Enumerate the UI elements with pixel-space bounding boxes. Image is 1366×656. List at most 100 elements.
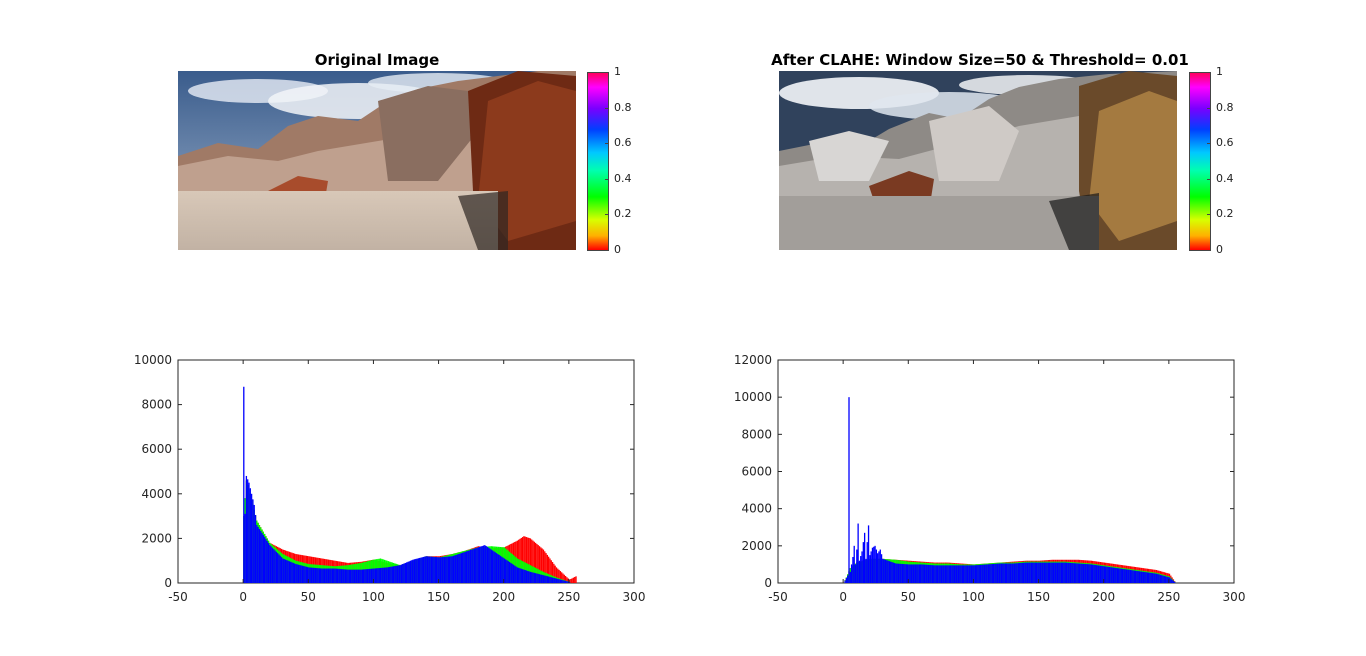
plot-area: [777, 359, 1235, 584]
histogram-bar: [1069, 562, 1072, 583]
histogram-bar: [973, 565, 975, 583]
histogram-bar: [330, 568, 332, 583]
histogram-bar: [1026, 562, 1029, 583]
histogram-bar: [313, 567, 315, 583]
histogram-bar: [991, 564, 993, 583]
histogram-bar: [489, 548, 491, 583]
histogram-bar: [381, 567, 383, 583]
histogram-bar: [247, 479, 249, 583]
histogram-bar: [514, 565, 516, 583]
histogram-bar: [442, 557, 444, 583]
histogram-bar: [347, 569, 349, 583]
histogram-bar: [570, 578, 572, 583]
colorbar-tick-label: 0.2: [1216, 207, 1234, 221]
histogram-bar: [296, 564, 298, 583]
histogram-bar: [339, 568, 341, 583]
colorbar-tick-mark: [1207, 250, 1211, 251]
histogram-bar: [441, 557, 443, 583]
histogram-bar: [922, 564, 924, 583]
histogram-bar: [541, 574, 543, 583]
y-tick-label: 8000: [141, 398, 172, 412]
histogram-bar: [353, 569, 356, 583]
histogram-bar: [498, 554, 500, 583]
colorbar-tick-mark: [605, 72, 609, 73]
x-tick-label: 300: [1223, 590, 1246, 604]
histogram-bar: [1098, 565, 1100, 583]
histogram-bar: [249, 488, 251, 583]
histogram-bar: [1013, 563, 1016, 583]
x-tick-label: -50: [768, 590, 788, 604]
histogram-bar: [538, 546, 541, 583]
histogram-bar: [531, 572, 533, 583]
histogram-bar: [1016, 563, 1018, 583]
histogram-bar: [1007, 563, 1009, 583]
histogram-bar: [1064, 562, 1066, 583]
histogram-bar: [258, 529, 261, 583]
histogram-bar: [541, 548, 543, 583]
histogram-bar: [976, 565, 978, 583]
histogram-bar: [1099, 565, 1102, 583]
histogram-bar: [424, 556, 426, 583]
histogram-bar: [1128, 569, 1130, 583]
histogram-bar: [275, 551, 278, 583]
histogram-bar: [987, 564, 990, 583]
histogram-bar: [365, 569, 367, 583]
histogram-bar: [1125, 569, 1128, 583]
histogram-bar: [880, 554, 883, 583]
histogram-bar: [968, 565, 970, 583]
histogram-bar: [481, 545, 483, 583]
histogram-bar: [1009, 563, 1012, 583]
histogram-bar: [501, 556, 503, 583]
histogram-bar: [491, 550, 494, 583]
histogram-bar: [340, 569, 343, 583]
histogram-bar: [1140, 571, 1142, 583]
histogram-bar: [935, 565, 937, 583]
histogram-bar: [990, 564, 992, 583]
histogram-bar: [269, 545, 271, 583]
histogram-bar: [533, 572, 535, 583]
histogram-bar: [1102, 566, 1104, 583]
x-tick-label: 250: [1157, 590, 1180, 604]
histogram-bar: [1002, 563, 1004, 583]
y-tick-label: 10000: [734, 390, 772, 404]
histogram-bar: [304, 566, 306, 583]
histogram-bar: [325, 568, 327, 583]
y-tick-label: 12000: [734, 353, 772, 367]
colorbar-tick-label: 1: [1216, 65, 1223, 78]
histogram-bar: [1103, 566, 1106, 583]
histogram-bar: [574, 576, 576, 583]
histogram-bar: [389, 566, 391, 583]
histogram-bar: [1067, 562, 1069, 583]
histogram-bar: [244, 513, 246, 583]
histogram-bar: [278, 554, 280, 583]
histogram-bar: [360, 569, 362, 583]
histogram-bar: [253, 504, 255, 583]
histogram-bar: [888, 561, 891, 583]
histogram-bar: [563, 574, 565, 583]
histogram-bar: [452, 555, 455, 583]
histogram-bar: [525, 537, 528, 583]
histogram-bar: [1133, 570, 1135, 583]
histogram-bar: [961, 565, 964, 583]
histogram-bar: [974, 565, 977, 583]
histogram-bar: [910, 564, 913, 583]
histogram-bar: [566, 577, 568, 583]
histogram-bar: [1017, 563, 1020, 583]
histogram-bar: [1065, 562, 1068, 583]
histogram-bar: [1003, 563, 1005, 583]
histogram-bar: [926, 564, 928, 583]
histogram-bar: [1050, 562, 1052, 583]
histogram-bar: [844, 580, 846, 583]
histogram-bar: [1008, 563, 1010, 583]
histogram-bar: [1119, 568, 1121, 583]
histogram-bar: [415, 558, 417, 583]
colorbar-tick-label: 0: [1216, 243, 1223, 256]
histogram-bar: [1028, 562, 1030, 583]
colorbar-left: [587, 72, 609, 251]
histogram-bar: [927, 564, 930, 583]
histogram-bar: [1091, 564, 1094, 583]
histogram-bar: [438, 557, 440, 583]
histogram-bar: [411, 560, 413, 583]
histogram-bar: [346, 569, 348, 583]
histogram-bar: [467, 550, 469, 583]
